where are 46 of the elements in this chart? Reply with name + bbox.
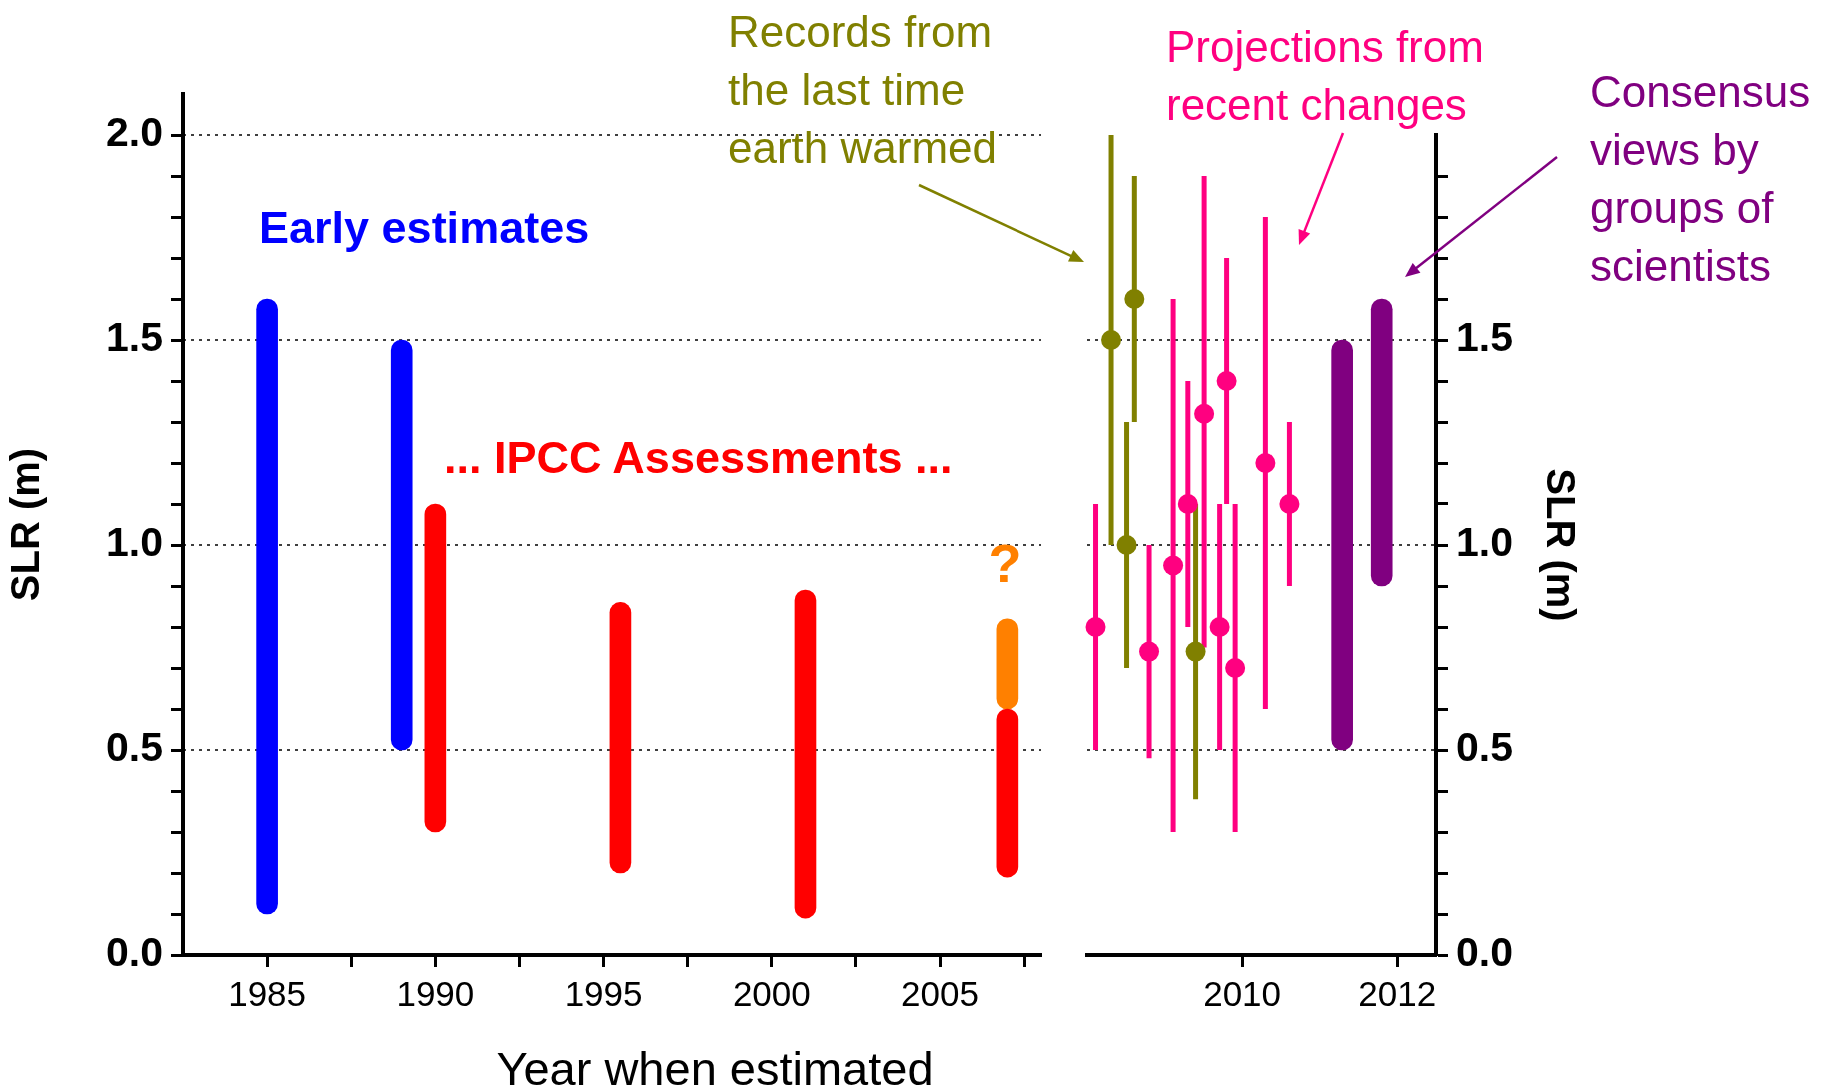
y-tick-label: 1.5 [106, 314, 163, 361]
y2-tick-label: 1.0 [1456, 519, 1513, 566]
x-tick-label: 2012 [1358, 973, 1437, 1013]
text: Consensus views by groups of scientists [1590, 66, 1812, 292]
x-tick-label: 1985 [228, 973, 307, 1013]
x-tick-label: 1990 [396, 973, 475, 1013]
x-tick-label: 1995 [564, 973, 643, 1013]
series-label: Early estimates [259, 200, 590, 255]
point [1139, 641, 1160, 662]
y-tick-label: 0.5 [106, 724, 163, 771]
y-tick-label: 1.0 [106, 519, 163, 566]
point [1101, 330, 1122, 350]
y-tick-label: 0.0 [106, 929, 163, 976]
bar [424, 503, 447, 833]
point [1185, 641, 1206, 662]
y2-tick-label: 0.5 [1456, 724, 1513, 771]
bar [256, 298, 278, 915]
text: Records from the last time earth warmed [728, 6, 998, 174]
text: Projections from recent changes [1166, 21, 1485, 131]
point [1177, 494, 1198, 514]
x-tick-label: 2000 [732, 973, 811, 1013]
point [1225, 658, 1246, 678]
point [1194, 403, 1215, 424]
point [1124, 289, 1145, 309]
point [1163, 555, 1184, 576]
bar [996, 708, 1019, 878]
point [1279, 494, 1300, 514]
x-tick-label: 2005 [901, 973, 979, 1013]
y2-tick-label: 0.0 [1456, 929, 1513, 976]
point [1116, 535, 1137, 555]
y-tick-label: 2.0 [106, 109, 163, 156]
y-axis-title: SLR (m) [3, 447, 48, 602]
bar [794, 589, 817, 919]
series-label: ? [987, 532, 1023, 595]
point [1085, 617, 1106, 637]
bar [390, 339, 413, 751]
bar [609, 602, 632, 874]
x-axis-title: Year when estimated [496, 1041, 934, 1092]
y2-axis-title: SLR (m) [1538, 468, 1583, 622]
point [1216, 371, 1237, 391]
point [1209, 617, 1230, 637]
y2-tick-label: 1.5 [1456, 314, 1513, 361]
x-tick-label: 2010 [1203, 973, 1282, 1013]
series-label: ... IPCC Assessments ... [444, 430, 953, 485]
bar [996, 618, 1019, 710]
point [1255, 453, 1276, 473]
